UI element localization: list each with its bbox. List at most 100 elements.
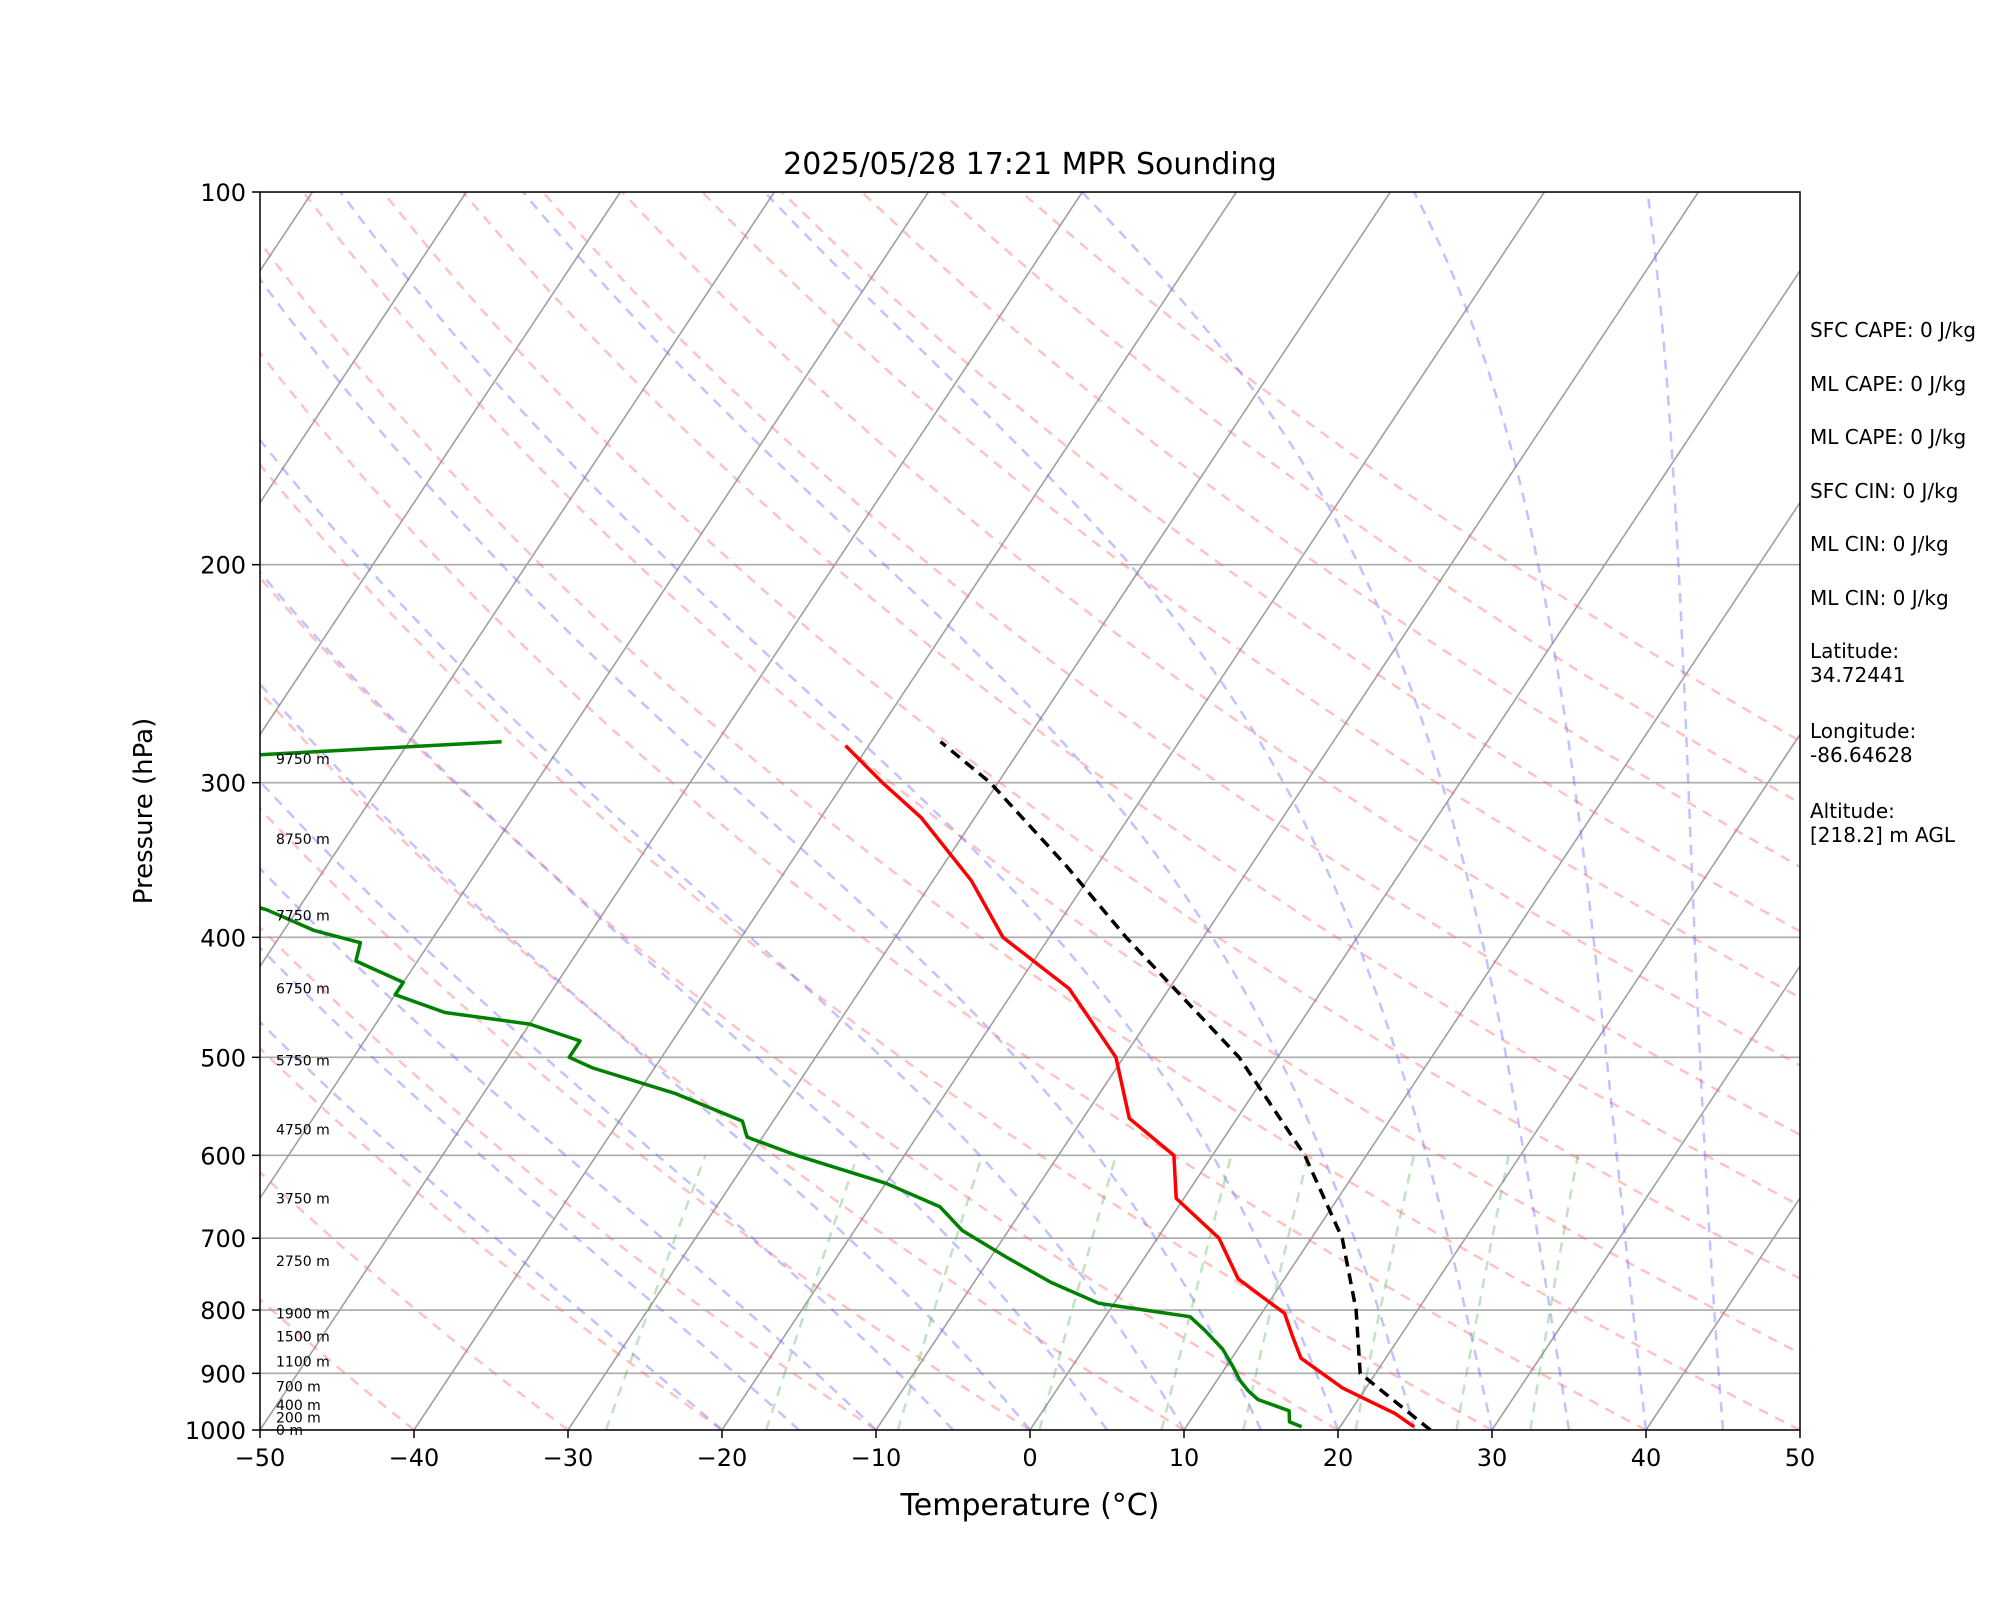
dry-adiabat-line (1020, 192, 1800, 743)
moist-adiabat-line (260, 1020, 723, 1430)
height-label: 0 m (276, 1423, 303, 1439)
latitude-label: Latitude: (1810, 639, 1900, 663)
isotherm-line (413, 192, 1238, 1430)
dry-adiabat-line (541, 192, 1800, 1137)
height-label: 700 m (276, 1379, 321, 1395)
x-tick-label: 20 (1323, 1444, 1354, 1472)
height-label: 9750 m (276, 752, 330, 768)
y-axis: 100 200 300 400 500 600 700 800 900 1000 (185, 179, 260, 1445)
dry-adiabat-line (382, 192, 1800, 1280)
ml-cin: ML CIN: 0 J/kg (1810, 532, 1949, 556)
moist-adiabat-line (260, 438, 1186, 1430)
mixing-ratio-line (604, 1154, 707, 1430)
moist-adiabat-line (521, 192, 1417, 1430)
y-tick-label: 1000 (185, 1417, 246, 1445)
x-tick-label: 0 (1022, 1444, 1037, 1472)
moist-adiabat-line (260, 866, 877, 1430)
moist-adiabat-line (260, 682, 1031, 1430)
mixing-ratio-line (1529, 1155, 1580, 1430)
dry-adiabat-line (260, 690, 1185, 1430)
altitude: Altitude: [218.2] m AGL (1810, 799, 1998, 879)
dry-adiabat-line (260, 350, 1647, 1430)
mixing-ratio-line (1455, 1155, 1510, 1430)
mixing-ratio-line (896, 1155, 984, 1430)
latitude-value: 34.72441 (1810, 663, 1906, 687)
x-tick-label: −40 (389, 1444, 440, 1472)
x-tick-label: 40 (1631, 1444, 1662, 1472)
x-axis: −50 −40 −30 −20 −10 0 10 20 30 40 50 (235, 1430, 1815, 1472)
y-tick-label: 600 (200, 1142, 246, 1170)
mixing-ratio-line (1354, 1155, 1416, 1430)
y-tick-label: 700 (200, 1225, 246, 1253)
y-tick-label: 500 (200, 1044, 246, 1072)
x-tick-label: 10 (1169, 1444, 1200, 1472)
y-tick-label: 300 (200, 770, 246, 798)
y-axis-label: Pressure (hPa) (129, 718, 159, 905)
x-tick-label: −10 (851, 1444, 902, 1472)
height-label: 200 m (276, 1410, 321, 1426)
longitude-value: -86.64628 (1810, 743, 1913, 767)
temperature-profile (844, 744, 1416, 1429)
mixing-ratio-line (1038, 1155, 1118, 1430)
sfc-cape: SFC CAPE: 0 J/kg (1810, 318, 1976, 342)
altitude-value: [218.2] m AGL (1810, 823, 1956, 847)
ml-cape: ML CAPE: 0 J/kg (1810, 371, 1967, 396)
isotherm-line (260, 192, 1084, 1430)
longitude-label: Longitude: (1810, 719, 1917, 743)
moist-adiabat-line (1646, 192, 1725, 1430)
moist-adiabat-line (260, 779, 954, 1430)
dry-adiabat-line (781, 192, 1800, 933)
height-label: 3750 m (276, 1191, 330, 1207)
height-label: 1900 m (276, 1306, 330, 1322)
height-label: 4750 m (276, 1123, 330, 1139)
dry-adiabat-line (260, 575, 1339, 1430)
altitude-label: Altitude: (1810, 799, 1895, 823)
moist-adiabat-line (339, 192, 1340, 1430)
moist-adiabat-line (763, 192, 1494, 1430)
dewpoint-profile (260, 739, 1303, 1429)
x-axis-label: Temperature (°C) (900, 1488, 1160, 1523)
height-label: 2750 m (276, 1254, 330, 1270)
y-tick-label: 100 (200, 179, 246, 207)
y-tick-label: 800 (200, 1297, 246, 1325)
moist-adiabat-line (260, 277, 1263, 1430)
x-tick-label: −30 (543, 1444, 594, 1472)
sfc-cin: SFC CIN: 0 J/kg (1810, 478, 1959, 503)
isotherm-line (260, 192, 776, 968)
background-lines (260, 192, 1800, 1430)
dry-adiabat-line (302, 192, 1800, 1355)
longitude: Longitude: -86.64628 (1810, 719, 1998, 799)
isotherm-line (1183, 501, 1800, 1430)
isotherm-line (1491, 964, 1800, 1430)
height-label: 8750 m (276, 832, 330, 848)
y-tick-label: 200 (200, 552, 246, 580)
isotherm-line (1645, 1196, 1800, 1430)
height-label: 1100 m (276, 1354, 330, 1370)
series-lines (260, 739, 1432, 1430)
moist-adiabat-line (260, 570, 1109, 1430)
isotherm-line (721, 192, 1546, 1430)
isotherm-line (1029, 269, 1800, 1430)
height-label: 7750 m (276, 908, 330, 924)
moist-adiabat-line (1081, 192, 1571, 1430)
dry-adiabat-line (260, 240, 1800, 1430)
x-tick-label: 30 (1477, 1444, 1508, 1472)
plot-frame (259, 191, 1801, 1431)
x-tick-label: −50 (235, 1444, 286, 1472)
mixing-ratio-line (765, 1154, 859, 1430)
dry-adiabat-line (621, 192, 1800, 1067)
dry-adiabat-line (260, 925, 877, 1430)
isotherm-line (875, 192, 1700, 1430)
isotherm-line (260, 192, 468, 505)
y-tick-label: 900 (200, 1360, 246, 1388)
height-label: 400 m (276, 1398, 321, 1414)
isotherm-line (567, 192, 1392, 1430)
moist-adiabat-line (260, 945, 800, 1430)
mixing-ratio-line (1160, 1155, 1233, 1430)
isotherm-line (260, 192, 622, 736)
height-label: 1500 m (276, 1329, 330, 1345)
dry-adiabat-line (940, 192, 1800, 805)
ml-cin-secondary: ML CIN: 0 J/kg (1810, 585, 1949, 610)
